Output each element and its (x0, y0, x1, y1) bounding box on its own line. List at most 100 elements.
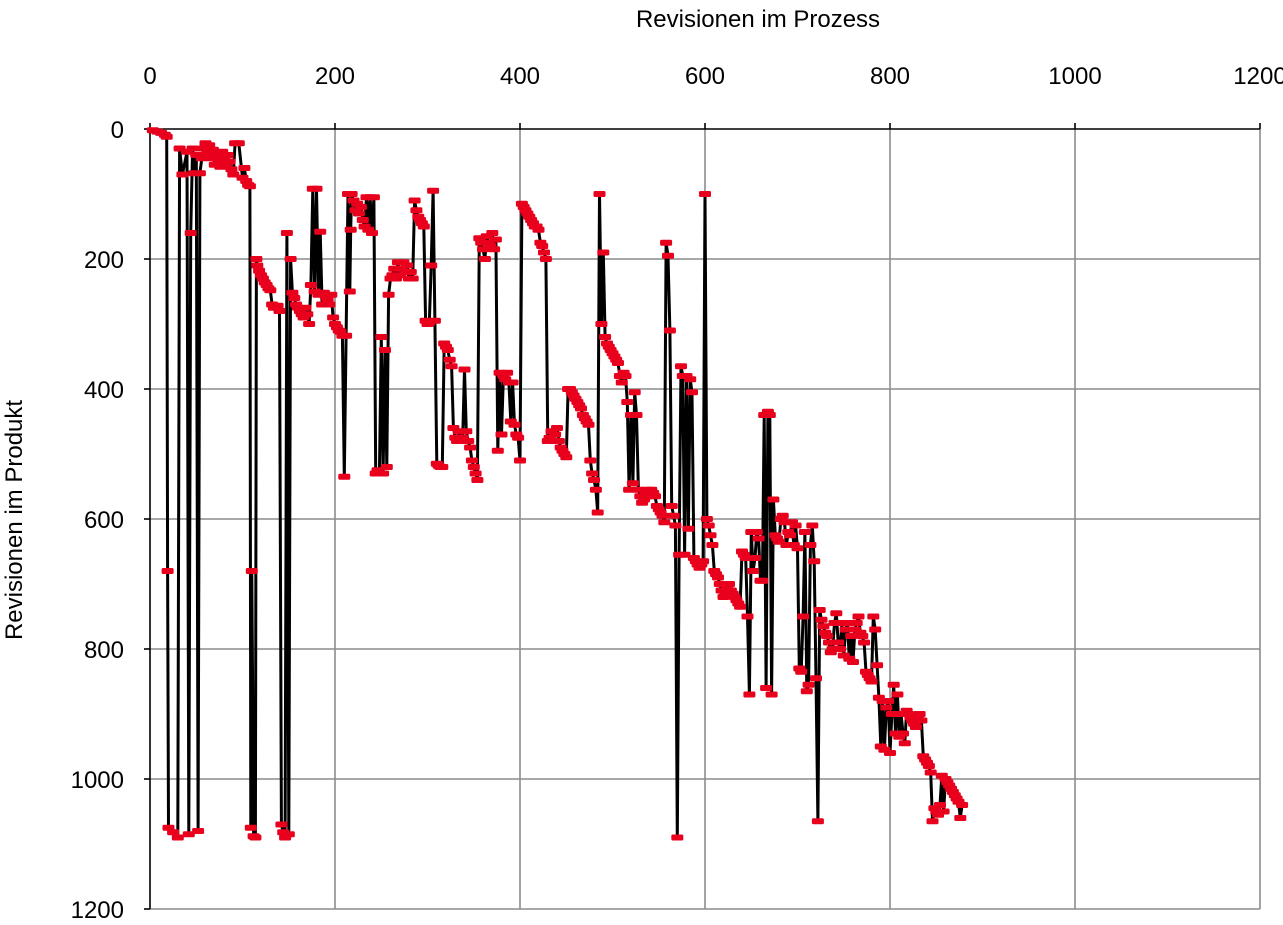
data-point (460, 428, 473, 435)
data-point (615, 379, 628, 386)
data-point (425, 262, 438, 269)
data-point (478, 256, 491, 262)
data-point (865, 678, 878, 685)
data-point (538, 249, 550, 256)
data-point (282, 831, 295, 838)
axes (144, 123, 1261, 910)
data-point (832, 639, 845, 646)
data-point (595, 321, 608, 327)
data-point (467, 464, 480, 470)
data-point (238, 165, 251, 171)
data-point (443, 356, 456, 363)
data-point (669, 522, 682, 529)
data-point (464, 444, 477, 451)
data-point (353, 210, 365, 217)
y-tick-label: 1000 (71, 767, 124, 794)
data-point (441, 347, 454, 353)
x-tick-label: 800 (870, 63, 910, 90)
data-point (723, 581, 735, 587)
data-point (584, 457, 597, 464)
y-tick-label: 600 (84, 507, 124, 534)
data-point (223, 158, 236, 165)
data-point (884, 750, 896, 756)
data-point (382, 291, 395, 298)
data-point (344, 226, 357, 233)
data-point (628, 389, 641, 396)
data-point (458, 366, 471, 373)
data-point (445, 363, 458, 370)
data-point (660, 239, 673, 246)
data-point (469, 470, 482, 477)
data-point (221, 152, 234, 158)
data-point (697, 558, 710, 565)
data-point (891, 691, 904, 698)
data-point (804, 542, 817, 548)
data-point (250, 256, 263, 262)
data-point (582, 421, 595, 428)
data-point (244, 824, 257, 831)
data-point (299, 304, 312, 311)
data-point (271, 302, 284, 309)
data-point (882, 698, 895, 704)
data-point (227, 171, 240, 178)
data-point (885, 711, 898, 717)
data-point (612, 360, 624, 366)
data-point (630, 412, 643, 418)
data-point (623, 486, 636, 493)
data-point (286, 289, 299, 296)
data-point (743, 691, 756, 698)
data-point (325, 291, 338, 298)
data-point (401, 262, 414, 269)
data-point (408, 197, 421, 204)
data-point (586, 470, 599, 477)
data-point (797, 613, 810, 620)
data-point (243, 183, 256, 190)
data-point (763, 412, 776, 418)
data-point (686, 389, 698, 396)
data-point (887, 681, 900, 688)
data-point (619, 373, 632, 379)
data-point (512, 434, 525, 441)
data-point (465, 457, 478, 464)
data-point (167, 829, 180, 836)
data-point (536, 243, 549, 249)
data-point (591, 509, 604, 516)
data-point (495, 431, 508, 438)
y-tick-label: 400 (84, 377, 124, 404)
data-point (251, 262, 264, 269)
data-point (206, 146, 219, 153)
data-point (249, 834, 262, 841)
data-point (377, 470, 390, 477)
data-point (532, 226, 545, 233)
data-point (795, 668, 808, 675)
data-point (811, 818, 824, 825)
data-point (839, 626, 852, 633)
data-point (800, 688, 813, 695)
data-point (702, 522, 715, 529)
data-point (427, 187, 440, 194)
data-point (275, 821, 288, 828)
data-point (225, 166, 238, 173)
data-point (366, 230, 378, 236)
data-point (830, 610, 843, 617)
data-point (749, 555, 761, 561)
data-point (663, 327, 676, 334)
data-point (706, 542, 719, 548)
data-point (193, 170, 206, 177)
data-point (858, 639, 871, 646)
data-point (954, 815, 967, 821)
data-point (767, 496, 780, 503)
data-point (850, 620, 863, 626)
data-point (678, 551, 691, 558)
x-tick-label: 1200 (1233, 63, 1283, 90)
data-point (734, 603, 747, 610)
data-point (621, 399, 634, 405)
data-point (675, 363, 687, 370)
data-point (551, 425, 563, 431)
data-point (304, 282, 317, 288)
data-point (808, 558, 821, 565)
data-point (789, 522, 802, 529)
data-point (656, 512, 669, 519)
data-point (852, 613, 865, 620)
data-point (599, 334, 612, 340)
